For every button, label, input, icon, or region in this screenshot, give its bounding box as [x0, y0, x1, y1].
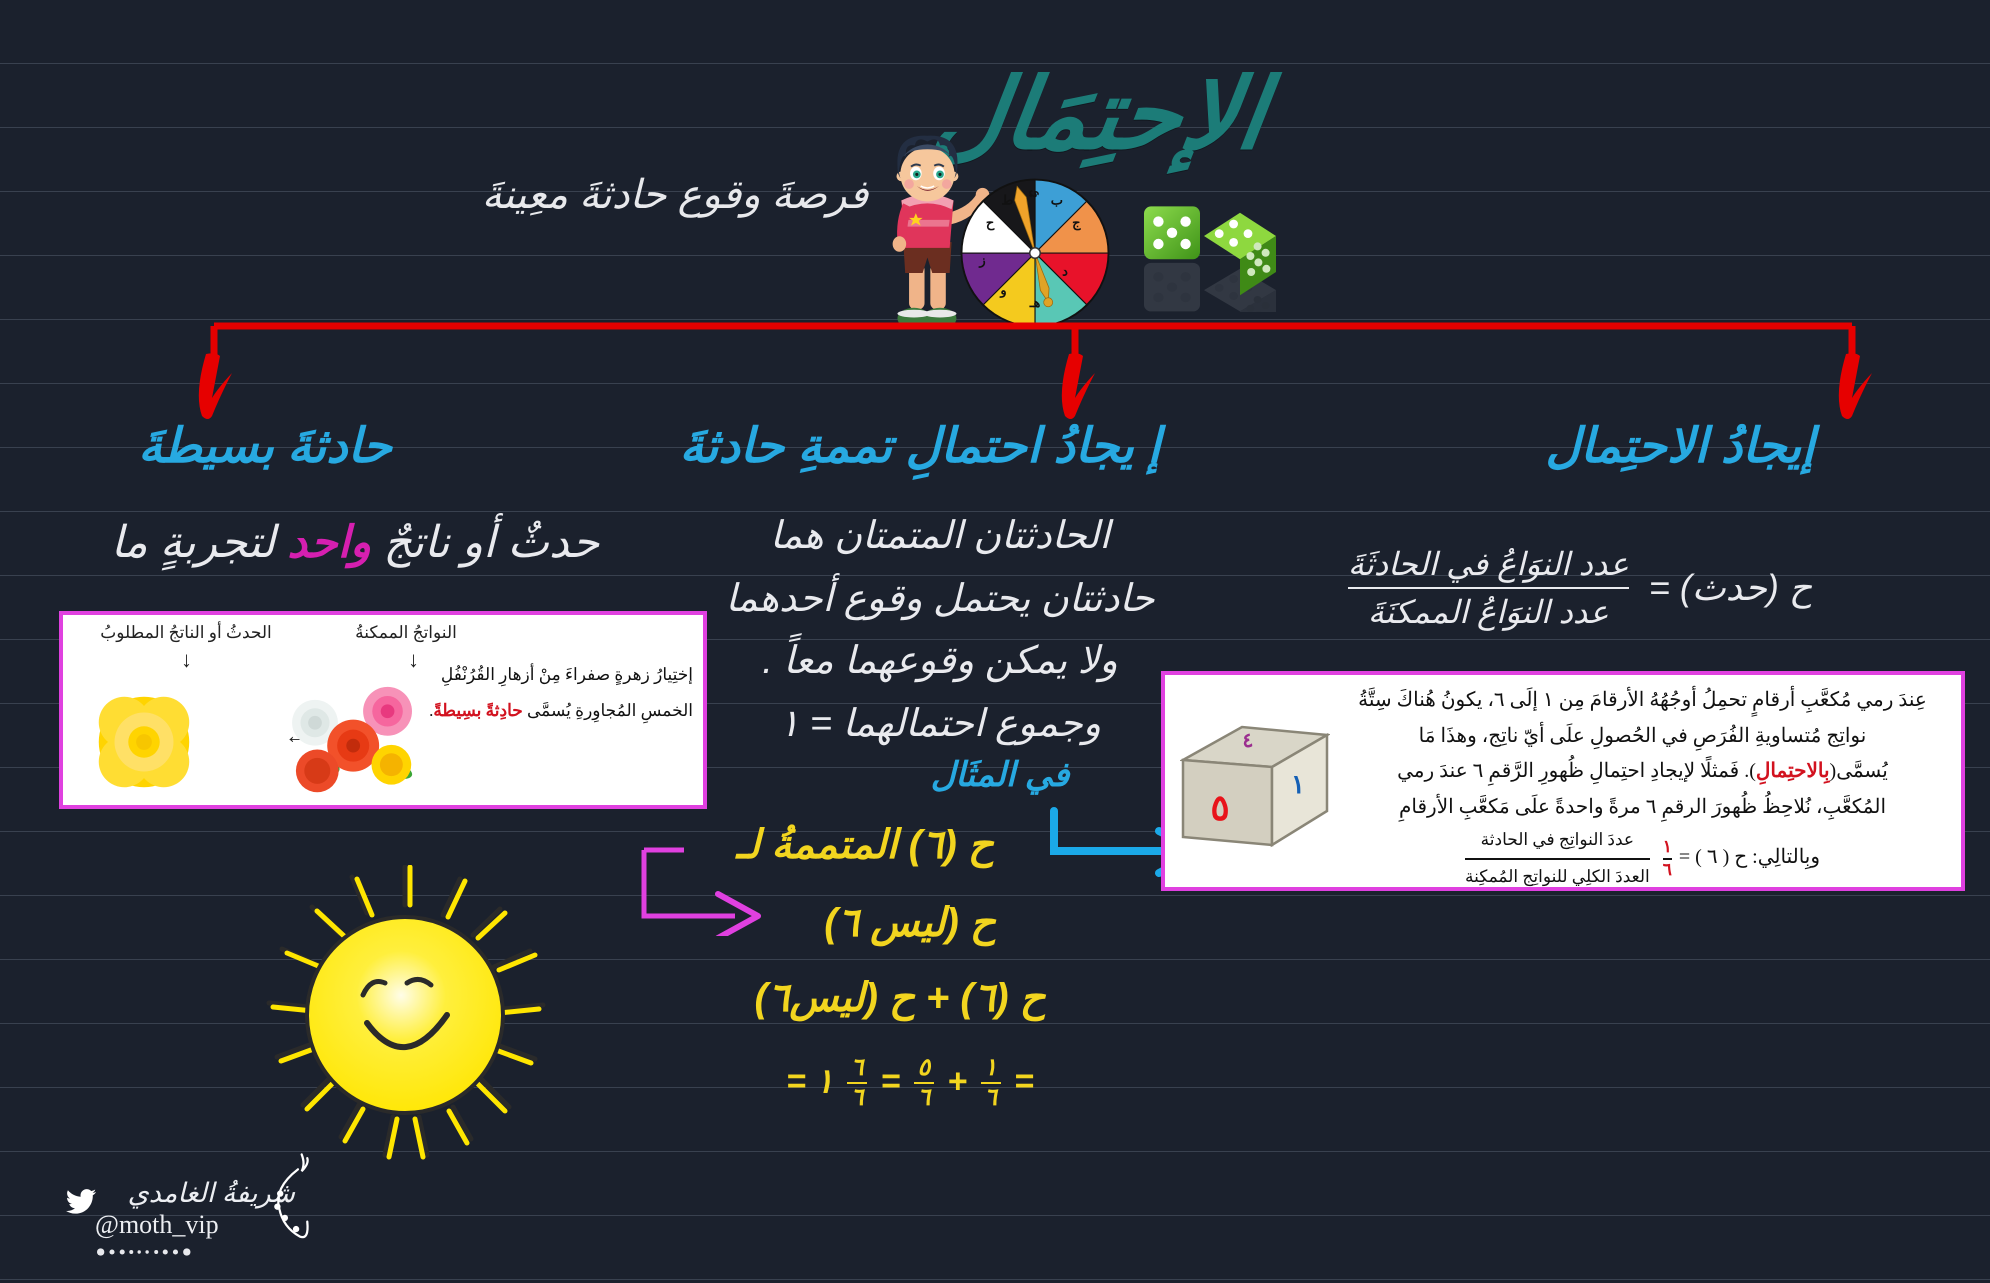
svg-text:ط: ط [1001, 192, 1013, 207]
svg-text:و: و [999, 282, 1006, 298]
svg-text:د: د [1062, 264, 1068, 279]
svg-text:ز: ز [978, 252, 985, 268]
svg-text:ج: ج [1072, 215, 1081, 231]
svg-text:ح: ح [986, 215, 995, 231]
svg-text:٤: ٤ [1241, 730, 1254, 753]
svg-text:ب: ب [1051, 192, 1063, 207]
svg-text:١: ١ [1291, 769, 1305, 799]
svg-text:٥: ٥ [1210, 787, 1229, 828]
svg-text:هـ: هـ [1029, 295, 1041, 310]
